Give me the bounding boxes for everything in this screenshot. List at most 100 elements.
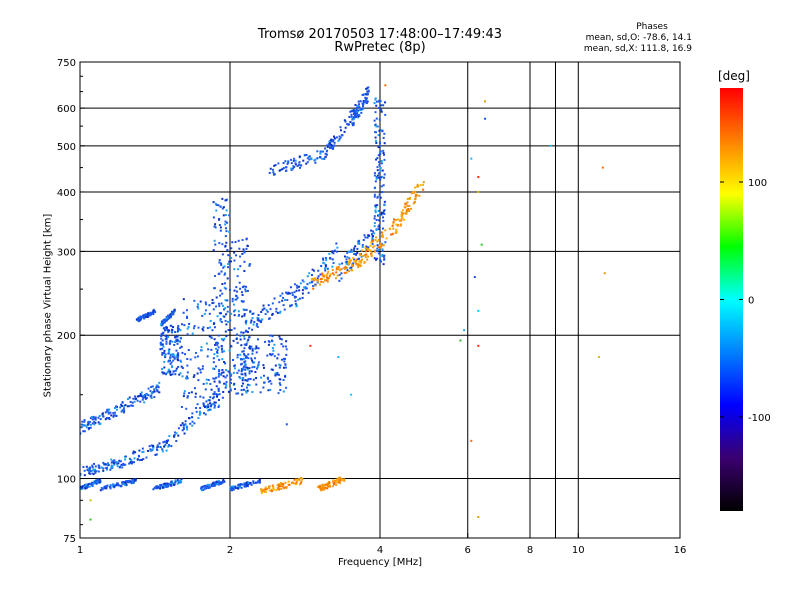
- o-trace-point: [219, 205, 222, 208]
- o-trace-point: [94, 421, 97, 424]
- x-trace-point: [392, 218, 395, 221]
- x-trace-point: [390, 233, 393, 236]
- o-trace-point: [330, 145, 333, 148]
- o-trace-point: [221, 283, 224, 286]
- o-trace-point: [88, 485, 91, 488]
- o-trace-point: [87, 467, 90, 470]
- o-trace-point: [170, 331, 173, 334]
- o-trace-point: [181, 367, 184, 370]
- x-trace-point: [357, 264, 360, 267]
- o-trace-point: [246, 245, 249, 248]
- x-tick-label: 6: [465, 545, 471, 556]
- o-trace-point: [186, 395, 189, 398]
- o-trace-point: [231, 300, 234, 303]
- o-trace-point: [238, 281, 241, 284]
- o-trace-point: [138, 395, 141, 398]
- o-trace-point: [380, 129, 383, 132]
- o-trace-point: [177, 325, 180, 328]
- x-trace-point: [299, 477, 302, 480]
- o-trace-point: [370, 233, 373, 236]
- o-trace-point: [128, 457, 131, 460]
- x-trace-point: [319, 278, 322, 281]
- o-trace-point: [97, 470, 100, 473]
- o-trace-point: [132, 450, 135, 453]
- o-trace-point: [243, 485, 246, 488]
- o-trace-point: [152, 310, 155, 313]
- o-trace-point: [375, 100, 378, 103]
- o-trace-point: [213, 326, 216, 329]
- o-trace-point: [93, 423, 96, 426]
- o-trace-point: [376, 157, 379, 160]
- o-trace-point: [241, 393, 244, 396]
- o-trace-point: [212, 367, 215, 370]
- o-trace-point: [330, 138, 333, 141]
- x-trace-point: [265, 488, 268, 491]
- o-trace-point: [329, 146, 332, 149]
- o-trace-point: [245, 308, 248, 311]
- x-trace-point: [379, 244, 382, 247]
- o-trace-point: [109, 487, 112, 490]
- o-trace-point: [223, 337, 226, 340]
- o-trace-point: [335, 136, 338, 139]
- o-trace-point: [182, 298, 185, 301]
- o-trace-point: [202, 403, 205, 406]
- o-trace-point: [104, 463, 107, 466]
- o-trace-point: [156, 486, 159, 489]
- x-trace-point: [340, 267, 343, 270]
- o-trace-point: [290, 162, 293, 165]
- o-trace-point: [193, 422, 196, 425]
- o-trace-point: [96, 479, 99, 482]
- o-trace-point: [173, 343, 176, 346]
- o-trace-point: [155, 453, 158, 456]
- o-trace-point: [187, 348, 190, 351]
- o-trace-point: [375, 258, 378, 261]
- o-trace-point: [129, 461, 132, 464]
- o-trace-point: [340, 277, 343, 280]
- o-trace-point: [310, 158, 313, 161]
- o-trace-point: [213, 338, 216, 341]
- o-trace-point: [111, 466, 114, 469]
- x-trace-point: [339, 476, 342, 479]
- o-trace-point: [112, 485, 115, 488]
- o-trace-point: [142, 394, 145, 397]
- o-trace-point: [215, 395, 218, 398]
- scatter-point: [480, 243, 483, 246]
- o-trace-point: [356, 251, 359, 254]
- o-trace-point: [168, 317, 171, 320]
- o-trace-point: [160, 323, 163, 326]
- o-trace-point: [119, 460, 122, 463]
- o-trace-point: [255, 324, 258, 327]
- o-trace-point: [251, 361, 254, 364]
- o-trace-point: [269, 353, 272, 356]
- o-trace-point: [333, 135, 336, 138]
- o-trace-point: [356, 110, 359, 113]
- o-trace-point: [176, 335, 179, 338]
- x-trace-point: [392, 222, 395, 225]
- o-trace-point: [109, 468, 112, 471]
- o-trace-point: [239, 287, 242, 290]
- o-trace-point: [91, 464, 94, 467]
- o-trace-point: [350, 248, 353, 251]
- o-trace-point: [167, 349, 170, 352]
- o-trace-point: [215, 342, 218, 345]
- o-trace-point: [378, 100, 381, 103]
- o-trace-point: [247, 353, 250, 356]
- o-trace-point: [97, 416, 100, 419]
- x-trace-point: [319, 283, 322, 286]
- o-trace-point: [187, 325, 190, 328]
- o-trace-point: [305, 162, 308, 165]
- x-trace-point: [370, 241, 373, 244]
- o-trace-point: [366, 87, 369, 90]
- o-trace-point: [233, 314, 236, 317]
- o-trace-point: [172, 482, 175, 485]
- o-trace-point: [171, 340, 174, 343]
- o-trace-point: [162, 320, 165, 323]
- x-trace-point: [320, 280, 323, 283]
- x-trace-point: [370, 255, 373, 258]
- o-trace-point: [360, 107, 363, 110]
- o-trace-point: [176, 352, 179, 355]
- o-trace-point: [252, 378, 255, 381]
- o-trace-point: [170, 480, 173, 483]
- o-trace-point: [374, 206, 377, 209]
- o-trace-point: [256, 481, 259, 484]
